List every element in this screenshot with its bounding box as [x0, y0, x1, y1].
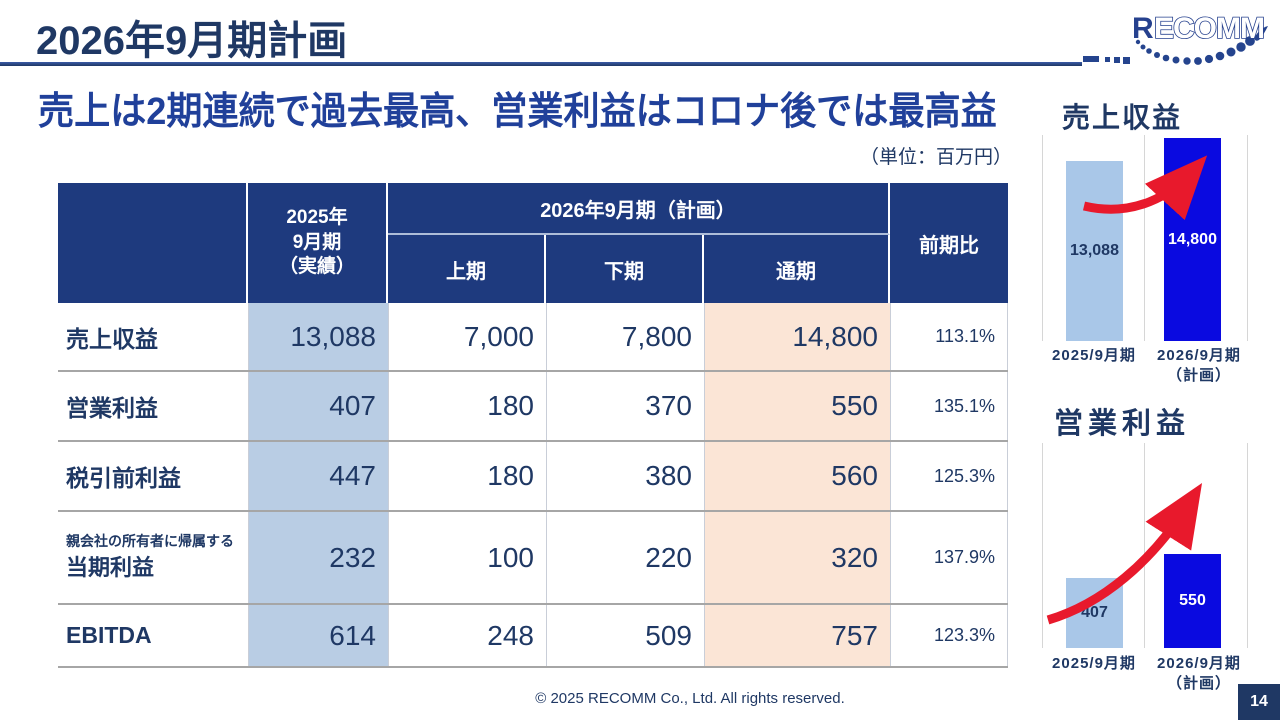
- x-label-fy2026-note: （計画）: [1166, 675, 1231, 693]
- cell-yoy: 135.1%: [890, 372, 1008, 440]
- x-label-fy2025: 2025/9月期: [1052, 347, 1136, 364]
- row-label-text: 当期利益: [66, 554, 155, 580]
- gridline: [1247, 443, 1248, 648]
- x-label-fy2026: 2026/9月期 （計画）: [1144, 654, 1254, 695]
- row-label-note: 親会社の所有者に帰属する: [66, 533, 234, 550]
- logo-letters-ecomm: ECOMM: [1154, 12, 1264, 45]
- header-plan-group-fy2026: 2026年9月期（計画）: [388, 183, 890, 235]
- bar-value-label: 13,088: [1070, 242, 1119, 259]
- cell-h2: 220: [546, 512, 704, 603]
- row-label-text: 税引前利益: [66, 465, 181, 491]
- cell-h2: 7,800: [546, 303, 704, 370]
- logo-dash-trail: [1083, 56, 1130, 64]
- gridline: [1042, 443, 1043, 648]
- cell-actual: 13,088: [248, 303, 388, 370]
- bar-fy2026-revenue: 14,800: [1164, 138, 1221, 341]
- header-full-year: 通期: [704, 235, 890, 303]
- row-label: 営業利益: [58, 372, 248, 440]
- cell-actual: 614: [248, 605, 388, 666]
- gridline: [1144, 443, 1145, 648]
- logo-dot-swoosh: [1135, 26, 1268, 65]
- cell-h1: 248: [388, 605, 546, 666]
- cell-full-year: 320: [704, 512, 890, 603]
- chart-title-revenue: 売上収益: [1062, 102, 1183, 133]
- header-first-half: 上期: [388, 235, 546, 303]
- cell-full-year: 550: [704, 372, 890, 440]
- header-actual-line3: （実績）: [278, 256, 355, 278]
- cell-full-year: 560: [704, 442, 890, 510]
- x-label-fy2026-note: （計画）: [1166, 367, 1231, 385]
- recomm-logo: R ECOMM: [1083, 11, 1268, 65]
- cell-yoy: 113.1%: [890, 303, 1008, 370]
- cell-h1: 100: [388, 512, 546, 603]
- bar-value-label: 14,800: [1168, 230, 1217, 248]
- row-label-text: 営業利益: [66, 395, 158, 421]
- financial-plan-table: 2025年 9月期 （実績） 2026年9月期（計画） 上期 下期 通期 前期比…: [58, 183, 1008, 668]
- x-label-fy2026: 2026/9月期 （計画）: [1144, 346, 1254, 387]
- x-label-fy2026-line1: 2026/9月期: [1157, 347, 1241, 364]
- cell-h2: 380: [546, 442, 704, 510]
- row-label: 税引前利益: [58, 442, 248, 510]
- bar-fy2025-revenue: 13,088: [1066, 161, 1123, 341]
- bar-fy2025-op: 407: [1066, 578, 1123, 648]
- table-header: 2025年 9月期 （実績） 2026年9月期（計画） 上期 下期 通期 前期比: [58, 183, 1008, 303]
- cell-actual: 447: [248, 442, 388, 510]
- cell-full-year: 14,800: [704, 303, 890, 370]
- header-actual-fy2025: 2025年 9月期 （実績）: [248, 183, 388, 303]
- table-row-operating-profit: 営業利益 407 180 370 550 135.1%: [58, 372, 1008, 442]
- row-label-text: EBITDA: [66, 622, 152, 648]
- page-number: 14: [1238, 684, 1280, 720]
- header-actual-line2: 9月期: [292, 231, 342, 253]
- operating-profit-bar-chart: 407 550: [1042, 443, 1248, 648]
- cell-yoy: 137.9%: [890, 512, 1008, 603]
- gridline: [1247, 135, 1248, 341]
- row-label: EBITDA: [58, 605, 248, 666]
- x-label-fy2026-line1: 2026/9月期: [1157, 655, 1241, 672]
- table-row-ebitda: EBITDA 614 248 509 757 123.3%: [58, 605, 1008, 668]
- cell-yoy: 125.3%: [890, 442, 1008, 510]
- chart-title-operating-profit: 営業利益: [1054, 408, 1191, 440]
- page-title: 2026年9月期計画: [36, 19, 348, 63]
- cell-actual: 232: [248, 512, 388, 603]
- header-blank-cell: [58, 183, 248, 303]
- gridline: [1144, 135, 1145, 341]
- cell-h1: 7,000: [388, 303, 546, 370]
- cell-full-year: 757: [704, 605, 890, 666]
- gridline: [1042, 135, 1043, 341]
- header-second-half: 下期: [546, 235, 704, 303]
- cell-h2: 370: [546, 372, 704, 440]
- cell-h1: 180: [388, 372, 546, 440]
- row-label-text: 売上収益: [66, 325, 158, 352]
- table-row-pretax-profit: 税引前利益 447 180 380 560 125.3%: [58, 442, 1008, 512]
- table-row-revenue: 売上収益 13,088 7,000 7,800 14,800 113.1%: [58, 303, 1008, 372]
- bar-value-label: 550: [1179, 592, 1206, 609]
- bar-value-label: 407: [1081, 604, 1108, 621]
- row-label: 売上収益: [58, 303, 248, 370]
- header-yoy: 前期比: [890, 183, 1008, 303]
- copyright-footer: © 2025 RECOMM Co., Ltd. All rights reser…: [535, 690, 845, 707]
- cell-h1: 180: [388, 442, 546, 510]
- table-row-net-profit: 親会社の所有者に帰属する 当期利益 232 100 220 320 137.9%: [58, 512, 1008, 605]
- header-actual-line1: 2025年: [286, 206, 348, 228]
- unit-note: （単位：百万円）: [859, 147, 1012, 168]
- title-underline: [0, 62, 1082, 66]
- revenue-bar-chart: 13,088 14,800: [1042, 135, 1248, 341]
- cell-h2: 509: [546, 605, 704, 666]
- logo-letter-r: R: [1132, 12, 1154, 45]
- headline-message: 売上は2期連続で過去最高、営業利益はコロナ後では最高益: [38, 91, 997, 133]
- row-label: 親会社の所有者に帰属する 当期利益: [58, 512, 248, 603]
- x-label-fy2025: 2025/9月期: [1052, 655, 1136, 672]
- bar-fy2026-op: 550: [1164, 554, 1221, 648]
- cell-actual: 407: [248, 372, 388, 440]
- cell-yoy: 123.3%: [890, 605, 1008, 666]
